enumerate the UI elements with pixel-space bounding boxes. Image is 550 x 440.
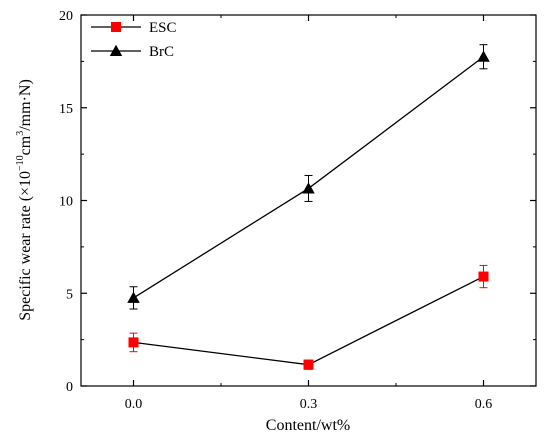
y-axis-ticks: 0 5 10 15 20 (59, 9, 536, 395)
y-tick-label: 20 (59, 9, 73, 24)
y-tick-label: 0 (66, 380, 73, 395)
y-axis-label-suffix: /mm·N) (17, 79, 34, 131)
x-tick-label: 0.0 (125, 397, 143, 412)
y-axis-label-exp1: −10 (15, 155, 26, 171)
y-axis-label-exp2: 3 (15, 131, 26, 136)
series-line-esc (133, 275, 484, 366)
series-layer (127, 44, 490, 370)
data-point-brc (477, 50, 490, 62)
legend-marker-esc (111, 22, 121, 32)
data-point-esc (128, 337, 139, 348)
x-axis-label: Content/wt% (266, 417, 350, 434)
data-point-brc (302, 182, 315, 194)
y-tick-label: 10 (59, 195, 73, 210)
series-brc (127, 44, 490, 310)
x-tick-label: 0.6 (475, 397, 493, 412)
x-tick-label: 0.3 (300, 397, 318, 412)
y-tick-label: 5 (66, 287, 73, 302)
series-esc (128, 264, 489, 370)
data-point-esc (478, 271, 489, 282)
data-point-brc (127, 291, 140, 303)
x-axis-ticks: 0.0 0.3 0.6 (125, 15, 493, 412)
y-axis-label-mid: cm (17, 135, 34, 155)
legend-label-esc: ESC (149, 20, 177, 36)
legend-marker-brc (109, 44, 123, 56)
legend: ESC BrC (91, 20, 177, 60)
data-point-esc (303, 359, 314, 370)
y-tick-label: 15 (59, 102, 73, 117)
y-axis-label-prefix: Specific wear rate (×10 (17, 171, 34, 321)
y-axis-label: Specific wear rate (×10−10cm3/mm·N) (15, 79, 34, 321)
legend-label-brc: BrC (149, 44, 174, 60)
